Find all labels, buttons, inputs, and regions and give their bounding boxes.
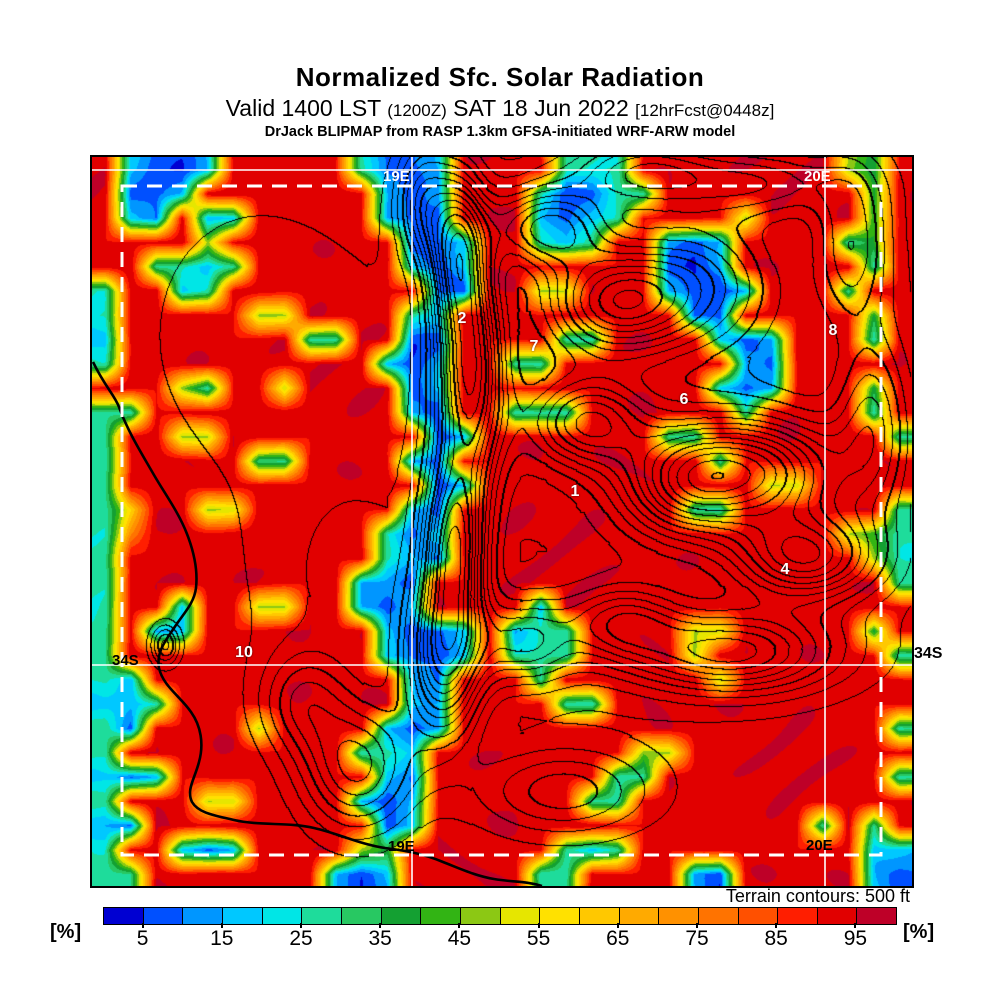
colorbar-tick-label-85: 85	[764, 927, 788, 950]
colorbar-tick-label-95: 95	[843, 927, 868, 950]
colorbar-segment-9	[460, 908, 501, 924]
solar-radiation-map: 19E 20E 19E 20E 34S 1 2 4 6 7 8 10	[90, 155, 914, 888]
waypoint-label-8: 8	[828, 322, 838, 339]
valid-date: SAT 18 Jun 2022	[453, 95, 629, 121]
colorbar-segment-1	[143, 908, 184, 924]
page-title: Normalized Sfc. Solar Radiation	[295, 62, 705, 92]
colorbar-tickmark	[379, 923, 382, 928]
colorbar-tickmark	[696, 923, 698, 928]
colorbar: 5 15 25 35 45 55 65 75 85 95	[103, 907, 897, 959]
colorbar-segment-4	[262, 908, 303, 924]
forecast-tag: [12hrFcst@0448z]	[635, 101, 775, 120]
colorbar-segment-5	[302, 908, 342, 924]
colorbar-segment-10	[500, 908, 541, 924]
colorbar-segment-16	[738, 908, 779, 924]
colorbar-segment-6	[341, 908, 382, 924]
grid-label-20e: 20E	[806, 837, 833, 854]
colorbar-tick-label-65: 65	[606, 927, 630, 950]
colorbar-tickmark	[141, 923, 144, 928]
waypoint-label-2: 2	[457, 310, 467, 327]
colorbar-segment-15	[698, 908, 739, 924]
waypoint-label-7: 7	[529, 338, 539, 355]
model-description: DrJack BLIPMAP from RASP 1.3km GFSA-init…	[264, 124, 736, 140]
colorbar-segment-3	[222, 908, 263, 924]
colorbar-tickmark	[537, 923, 540, 928]
coastline	[92, 361, 543, 886]
colorbar-segment-14	[659, 908, 699, 924]
colorbar-segment-2	[183, 908, 223, 924]
lat-label-right: 34S	[914, 645, 943, 662]
grid-label-19e: 19E	[383, 168, 410, 185]
colorbar-tick-label-35: 35	[368, 927, 392, 950]
grid-label-20e: 20E	[804, 168, 831, 185]
colorbar-segment-0	[104, 908, 144, 924]
colorbar-tickmark	[300, 923, 302, 928]
waypoint-label-10: 10	[235, 644, 253, 661]
colorbar-tick-label-5: 5	[136, 927, 149, 950]
valid-zulu: (1200Z)	[387, 101, 447, 120]
colorbar-tick-label-75: 75	[685, 927, 709, 950]
colorbar-tick-label-15: 15	[210, 927, 234, 950]
colorbar-unit-right: [%]	[903, 921, 935, 943]
colorbar-segment-18	[817, 908, 858, 924]
colorbar-segment-17	[778, 908, 818, 924]
colorbar-segment-7	[381, 908, 422, 924]
valid-time-line: Valid 1400 LST (1200Z) SAT 18 Jun 2022 […	[0, 95, 1000, 122]
colorbar-segment-8	[421, 908, 461, 924]
colorbar-tick-label-45: 45	[447, 927, 472, 950]
colorbar-strip	[103, 907, 897, 925]
domain-boundary-box	[120, 184, 883, 857]
waypoint-label-6: 6	[679, 391, 689, 408]
waypoint-label-1: 1	[570, 483, 580, 500]
terrain-contours-canvas	[92, 157, 912, 886]
terrain-note: Terrain contours: 500 ft	[725, 886, 910, 906]
colorbar-tickmark	[854, 923, 857, 928]
colorbar-segment-19	[857, 908, 897, 924]
colorbar-tick-label-25: 25	[289, 927, 313, 950]
waypoint-label-4: 4	[780, 561, 790, 578]
colorbar-segment-11	[540, 908, 580, 924]
colorbar-tick-label-55: 55	[526, 927, 551, 950]
colorbar-tickmark	[458, 923, 461, 928]
grid-label-19e: 19E	[388, 838, 415, 855]
valid-time: Valid 1400 LST	[225, 95, 381, 121]
colorbar-tickmark	[220, 923, 223, 928]
colorbar-tickmark	[775, 923, 778, 928]
colorbar-unit-left: [%]	[50, 921, 82, 943]
grid-label-34s: 34S	[112, 652, 139, 669]
colorbar-segment-12	[579, 908, 620, 924]
colorbar-segment-13	[619, 908, 660, 924]
colorbar-tickmark	[616, 923, 619, 928]
map-overlay	[92, 157, 912, 886]
